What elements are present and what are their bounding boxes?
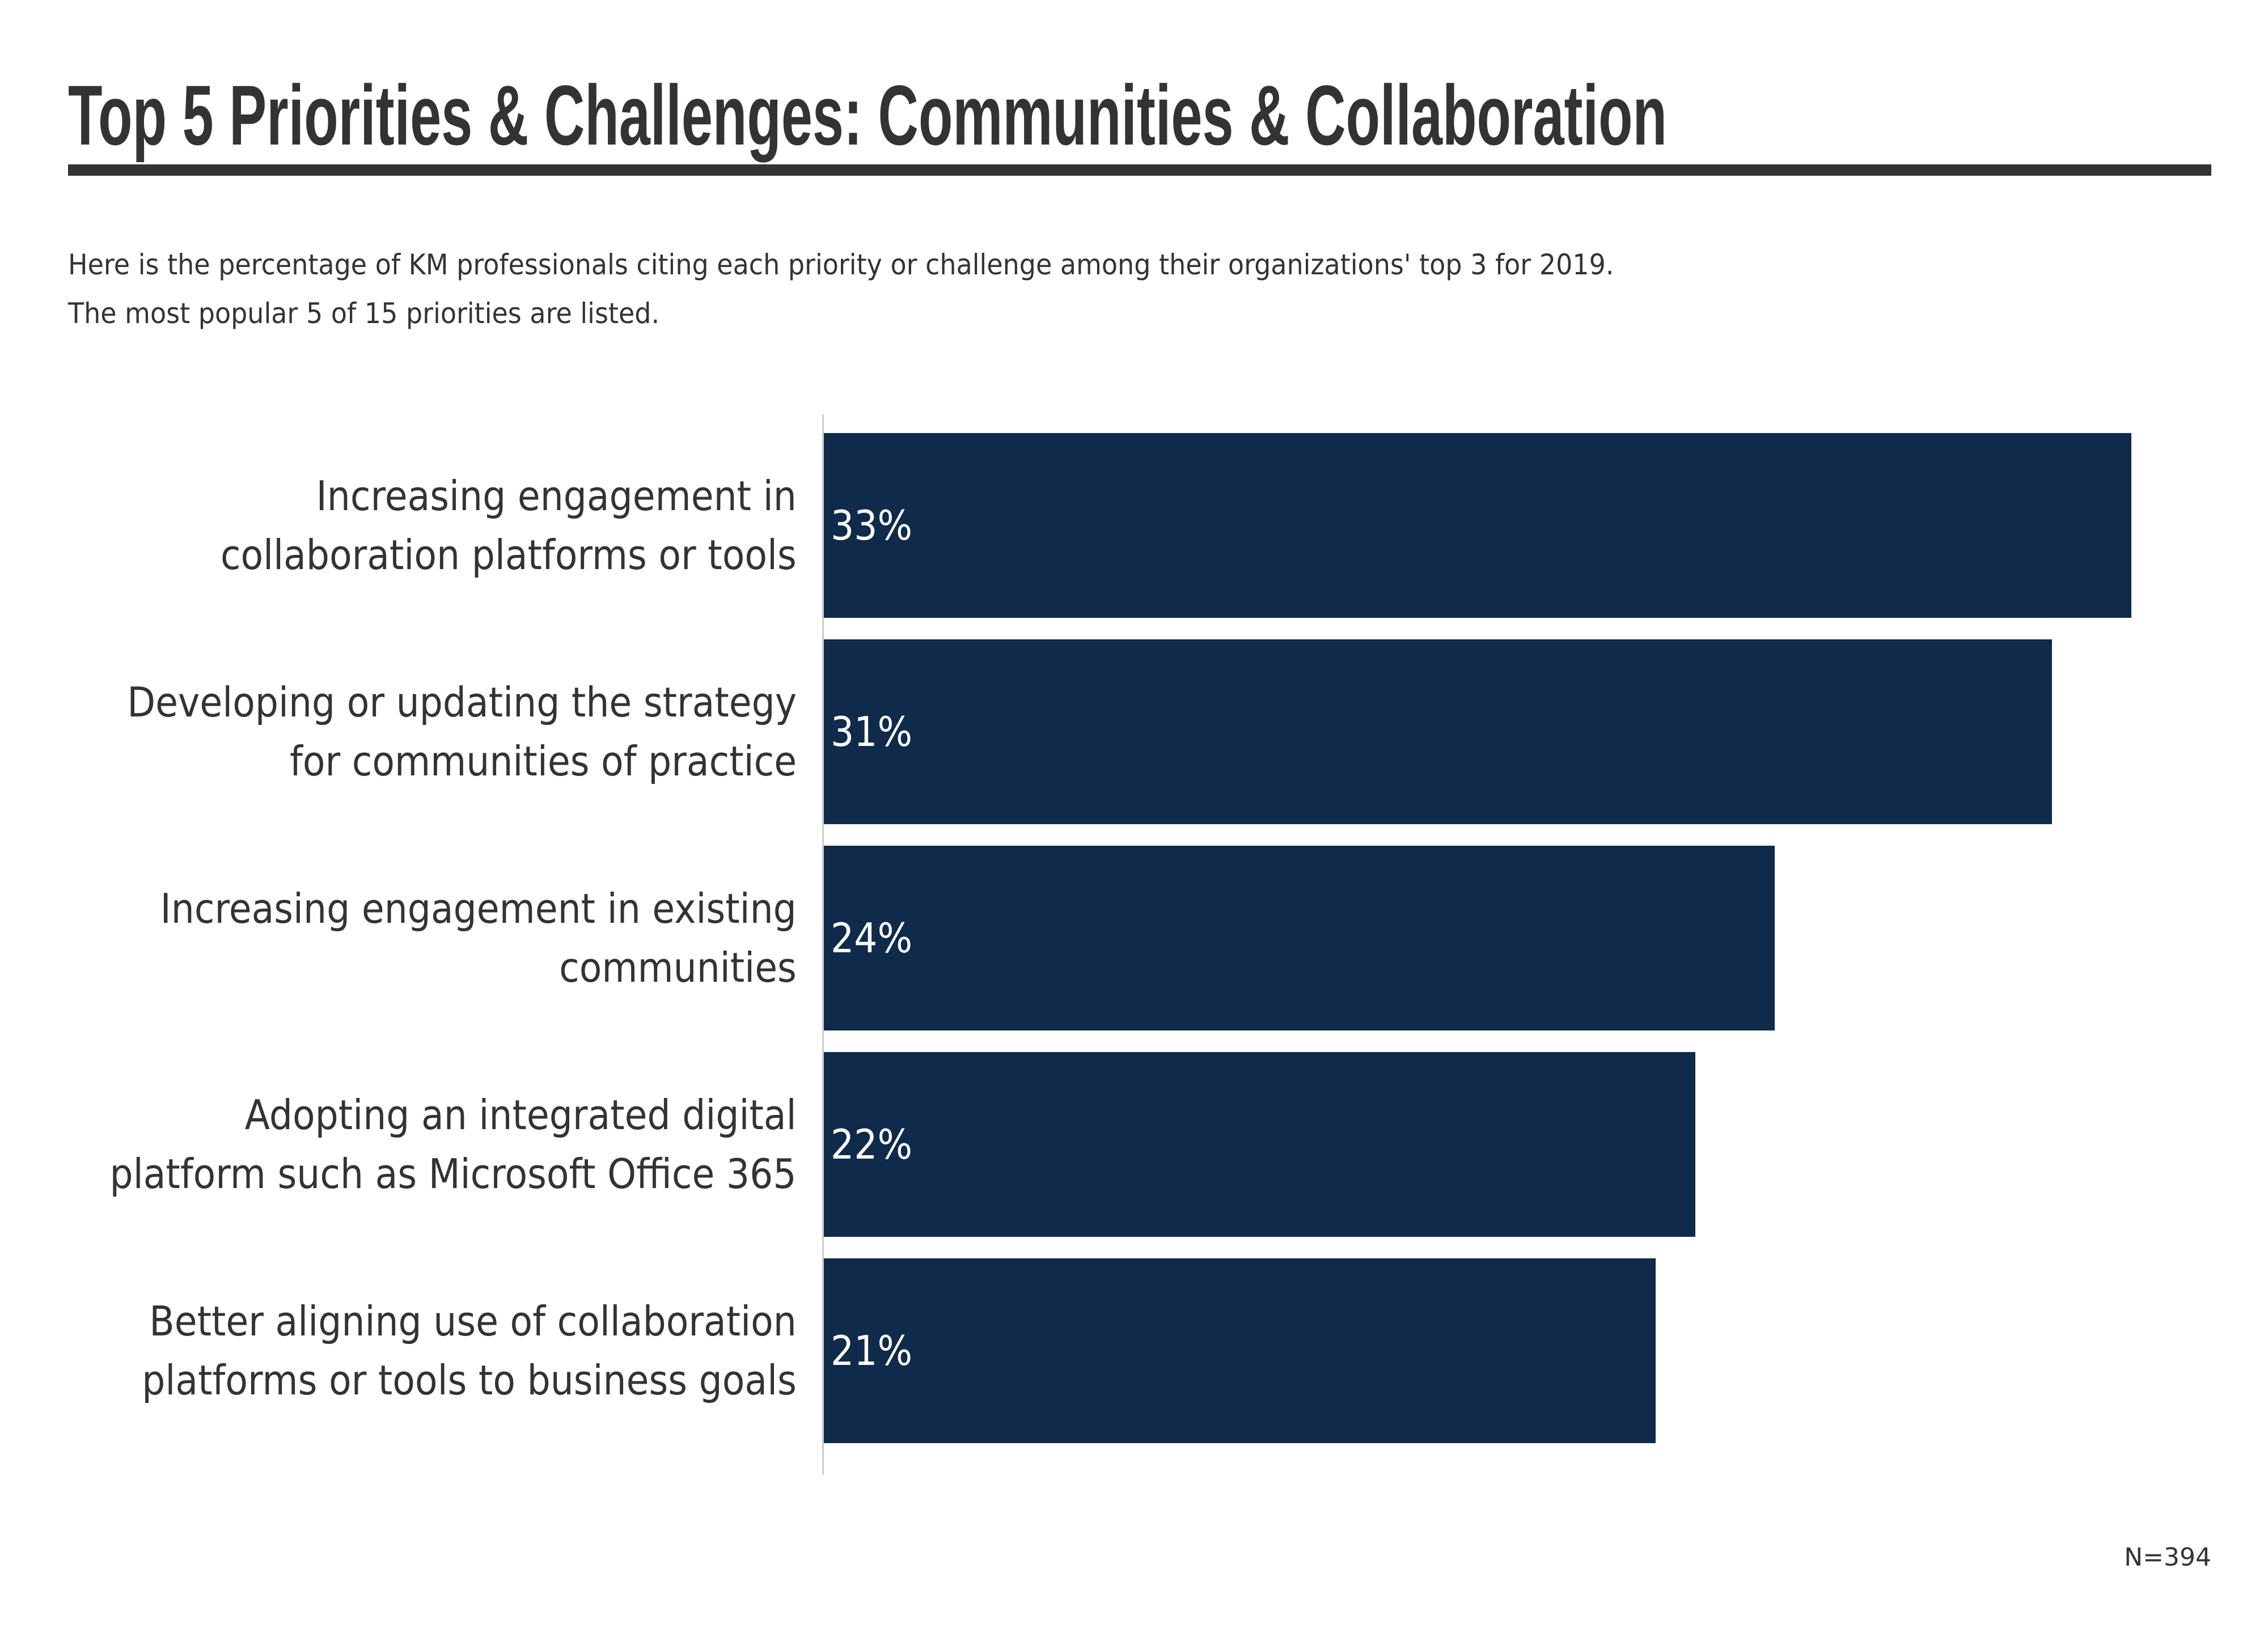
category-label: Increasing engagement in existing communi… bbox=[160, 879, 797, 997]
data-label: 21% bbox=[831, 1327, 913, 1375]
data-label: 24% bbox=[831, 914, 913, 962]
category-label-line: collaboration platforms or tools bbox=[221, 531, 797, 579]
category-label: Better aligning use of collaboration plat… bbox=[142, 1292, 797, 1410]
category-label-line: Adopting an integrated digital bbox=[245, 1091, 797, 1139]
category-label-line: Increasing engagement in bbox=[316, 472, 797, 520]
category-label-line: for communities of practice bbox=[289, 737, 797, 785]
category-label: Developing or updating the strategy for c… bbox=[127, 673, 797, 791]
title-rule bbox=[68, 164, 2211, 176]
subtitle-line-2: The most popular 5 of 15 priorities are … bbox=[68, 297, 660, 330]
bar bbox=[824, 433, 2131, 618]
sample-size-note: N=394 bbox=[2124, 1543, 2211, 1572]
category-label: Increasing engagement in collaboration pl… bbox=[221, 466, 797, 584]
bar bbox=[824, 1052, 1696, 1237]
category-label-line: Increasing engagement in existing bbox=[160, 885, 797, 932]
category-label-line: platforms or tools to business goals bbox=[142, 1356, 797, 1404]
subtitle-line-1: Here is the percentage of KM professiona… bbox=[68, 248, 1614, 281]
category-axis-line bbox=[822, 414, 824, 1475]
data-label: 22% bbox=[831, 1121, 913, 1168]
page-title: Top 5 Priorities & Challenges: Communiti… bbox=[68, 67, 1668, 163]
bar bbox=[824, 1258, 1656, 1443]
data-label: 31% bbox=[831, 708, 913, 756]
bar bbox=[824, 639, 2053, 824]
bar bbox=[824, 846, 1775, 1030]
category-label-line: platform such as Microsoft Office 365 bbox=[109, 1150, 797, 1198]
category-label-line: Developing or updating the strategy bbox=[127, 678, 797, 726]
category-label-line: communities bbox=[559, 944, 797, 991]
data-label: 33% bbox=[831, 502, 913, 549]
category-label: Adopting an integrated digital platform s… bbox=[110, 1085, 797, 1203]
category-label-line: Better aligning use of collaboration bbox=[149, 1297, 797, 1345]
